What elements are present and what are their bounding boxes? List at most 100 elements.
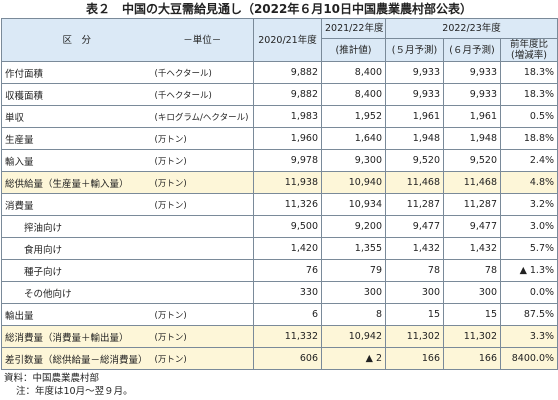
cell-value: 8,400 — [321, 83, 386, 106]
row-label: 種子向け — [1, 259, 152, 282]
table: 区 分 －単位－ 2020/21年度 2021/22年度 2022/23年度 (… — [1, 18, 558, 370]
table-row: 差引数量（総供給量－総消費量） (万トン) 606 ▲ 2 166 166 8400.0% — [1, 347, 558, 370]
cell-value: 6 — [253, 303, 322, 326]
row-unit — [151, 281, 254, 304]
cell-value: 9,477 — [443, 215, 501, 238]
row-label: 生産量 — [1, 127, 152, 150]
cell-value: 8,400 — [321, 61, 386, 84]
header-col: 2021/22年度 — [321, 18, 386, 39]
cell-value: 1,948 — [443, 127, 501, 150]
header-unit: －単位－ — [151, 18, 254, 62]
cell-value: 9,933 — [443, 83, 501, 106]
cell-value: 3.3% — [499, 325, 558, 348]
cell-value: 10,940 — [321, 171, 386, 194]
header-col: 2020/21年度 — [253, 18, 322, 62]
cell-value: 18.8% — [499, 127, 558, 150]
cell-value: 11,468 — [443, 171, 501, 194]
cell-value: 1,952 — [321, 105, 386, 128]
row-label: 搾油向け — [1, 215, 152, 238]
cell-value: 15 — [385, 303, 444, 326]
cell-value: 1,355 — [321, 237, 386, 260]
cell-value: 79 — [321, 259, 386, 282]
table-row: 種子向け 76 79 78 78 ▲ 1.3% — [1, 259, 558, 282]
row-unit: (万トン) — [151, 193, 254, 216]
cell-value: 300 — [321, 281, 386, 304]
cell-value: 0.5% — [499, 105, 558, 128]
cell-value: 11,287 — [385, 193, 444, 216]
table-row: 輸出量 (万トン) 6 8 15 15 87.5% — [1, 303, 558, 326]
cell-value: 9,300 — [321, 149, 386, 172]
row-unit: (万トン) — [151, 127, 254, 150]
header-category: 区 分 — [1, 18, 152, 62]
cell-value: 606 — [253, 347, 322, 370]
cell-value: 1,961 — [443, 105, 501, 128]
cell-value: 1,948 — [385, 127, 444, 150]
cell-value: 1,960 — [253, 127, 322, 150]
cell-value: 1,640 — [321, 127, 386, 150]
header-text: 前年度比 — [510, 39, 549, 51]
cell-value: 9,933 — [385, 61, 444, 84]
note: 資料：中国農業農村部 — [4, 373, 100, 384]
table-row: 搾油向け 9,500 9,200 9,477 9,477 3.0% — [1, 215, 558, 238]
cell-value: 11,332 — [253, 325, 322, 348]
cell-value: 9,500 — [253, 215, 322, 238]
row-unit — [151, 215, 254, 238]
header-col: (推計値) — [321, 38, 386, 62]
cell-value: 5.7% — [499, 237, 558, 260]
row-label: 収穫面積 — [1, 83, 152, 106]
row-unit: (キログラム/ヘクタール) — [151, 105, 254, 128]
row-unit: (万トン) — [151, 325, 254, 348]
cell-value: 76 — [253, 259, 322, 282]
header-text: (増減率) — [511, 50, 547, 61]
notes: 資料：中国農業農村部 注：年度は10月～翌９月。 — [4, 372, 133, 398]
cell-value: 166 — [443, 347, 501, 370]
cell-value: 78 — [385, 259, 444, 282]
cell-value: 9,477 — [385, 215, 444, 238]
row-label: 作付面積 — [1, 61, 152, 84]
row-unit: (万トン) — [151, 347, 254, 370]
cell-value: ▲ 1.3% — [499, 259, 558, 282]
cell-value: 3.0% — [499, 215, 558, 238]
cell-value: 11,302 — [385, 325, 444, 348]
row-unit: (万トン) — [151, 171, 254, 194]
cell-value: 18.3% — [499, 61, 558, 84]
row-label: 差引数量（総供給量－総消費量） — [1, 347, 152, 370]
table-row: 単収 (キログラム/ヘクタール) 1,983 1,952 1,961 1,961 0.5% — [1, 105, 558, 128]
row-label: 食用向け — [1, 237, 152, 260]
table-row: 総消費量（消費量＋輸出量） (万トン) 11,332 10,942 11,302 11,3… — [1, 325, 558, 348]
cell-value: 9,978 — [253, 149, 322, 172]
row-unit — [151, 259, 254, 282]
row-label: 消費量 — [1, 193, 152, 216]
cell-value: 4.8% — [499, 171, 558, 194]
cell-value: 11,938 — [253, 171, 322, 194]
cell-value: 11,302 — [443, 325, 501, 348]
cell-value: 166 — [385, 347, 444, 370]
cell-value: 11,468 — [385, 171, 444, 194]
cell-value: 1,983 — [253, 105, 322, 128]
cell-value: 10,934 — [321, 193, 386, 216]
cell-value: 330 — [253, 281, 322, 304]
row-label: 輸出量 — [1, 303, 152, 326]
header-col: (５月予測) — [385, 38, 444, 62]
cell-value: 15 — [443, 303, 501, 326]
table-row: その他向け 330 300 300 300 0.0% — [1, 281, 558, 304]
cell-value: 3.2% — [499, 193, 558, 216]
table-row: 総供給量（生産量＋輸入量） (万トン) 11,938 10,940 11,468 11,4… — [1, 171, 558, 194]
cell-value: 11,326 — [253, 193, 322, 216]
cell-value: 11,287 — [443, 193, 501, 216]
header-col: (６月予測) — [443, 38, 501, 62]
cell-value: 8 — [321, 303, 386, 326]
cell-value: 9,200 — [321, 215, 386, 238]
title: 表２ 中国の大豆需給見通し（2022年６月10日中国農業農村部公表） — [85, 2, 473, 16]
row-label: 単収 — [1, 105, 152, 128]
table-row: 生産量 (万トン) 1,960 1,640 1,948 1,948 18.8% — [1, 127, 558, 150]
cell-value: 1,961 — [385, 105, 444, 128]
header-col: 前年度比 (増減率) — [499, 38, 558, 62]
row-unit: (万トン) — [151, 303, 254, 326]
cell-value: 1,432 — [443, 237, 501, 260]
cell-value: ▲ 2 — [321, 347, 386, 370]
table-row: 食用向け 1,420 1,355 1,432 1,432 5.7% — [1, 237, 558, 260]
cell-value: 1,432 — [385, 237, 444, 260]
cell-value: 0.0% — [499, 281, 558, 304]
